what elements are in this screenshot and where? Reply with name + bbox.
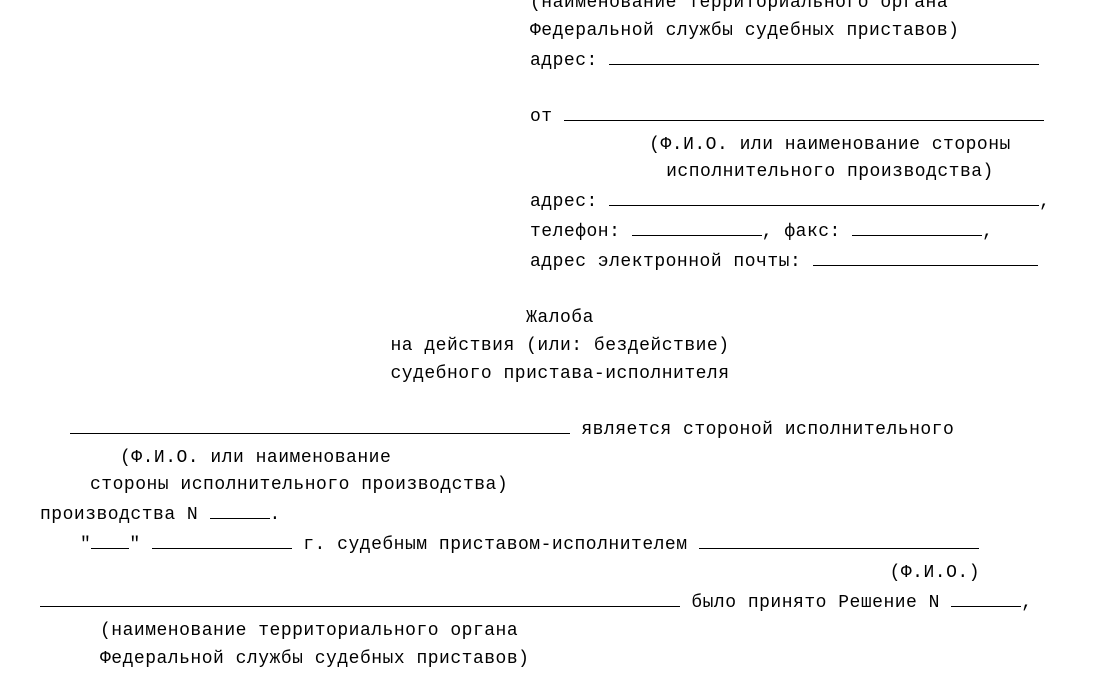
address-blank[interactable]	[609, 46, 1039, 65]
decision-line: было принято Решение N ,	[40, 588, 1080, 618]
party-hint-2: стороны исполнительного производства)	[90, 472, 1080, 500]
bailiff-name-blank[interactable]	[699, 530, 979, 549]
email-line: адрес электронной почты:	[530, 247, 1070, 277]
org-hint-2: Федеральной службы судебных приставов)	[530, 18, 1070, 46]
document-title: Жалоба на действия (или: бездействие) су…	[40, 305, 1080, 389]
recipient-address-line: адрес:	[530, 46, 1070, 76]
title-line-1: Жалоба	[40, 305, 1080, 333]
decision-text: было принято Решение N	[691, 593, 940, 613]
address2-blank[interactable]	[609, 187, 1039, 206]
date-bailiff-line: "" г. судебным приставом-исполнителем	[80, 530, 1080, 560]
party-line: является стороной исполнительного	[70, 415, 1080, 445]
sender-address-line: адрес: ,	[530, 187, 1070, 217]
bailiff-text: судебным приставом-исполнителем	[337, 535, 687, 555]
decision-number-blank[interactable]	[951, 588, 1021, 607]
from-hint-1: (Ф.И.О. или наименование стороны	[530, 132, 1070, 160]
from-label: от	[530, 107, 553, 127]
proceedings-number-blank[interactable]	[210, 500, 270, 519]
date-day-blank[interactable]	[91, 530, 129, 549]
year-label: г.	[303, 535, 326, 555]
date-month-blank[interactable]	[152, 530, 292, 549]
proceedings-label: производства N	[40, 505, 198, 525]
email-blank[interactable]	[813, 247, 1038, 266]
org-blank[interactable]	[40, 588, 680, 607]
title-line-3: судебного пристава-исполнителя	[40, 361, 1080, 389]
from-line: от	[530, 102, 1070, 132]
phone-fax-line: телефон: , факс: ,	[530, 217, 1070, 247]
proceedings-line: производства N .	[40, 500, 1080, 530]
address2-label: адрес:	[530, 192, 598, 212]
from-blank[interactable]	[564, 102, 1044, 121]
phone-label: телефон:	[530, 222, 620, 242]
title-line-2: на действия (или: бездействие)	[40, 333, 1080, 361]
fio-hint-small: (Ф.И.О.)	[40, 560, 980, 588]
phone-blank[interactable]	[632, 217, 762, 236]
address-label: адрес:	[530, 51, 598, 71]
org-hint-b2: Федеральной службы судебных приставов)	[100, 646, 1080, 674]
email-label: адрес электронной почты:	[530, 252, 801, 272]
org-hint-b1: (наименование территориального органа	[100, 618, 1080, 646]
fax-blank[interactable]	[852, 217, 982, 236]
document-body: является стороной исполнительного (Ф.И.О…	[40, 415, 1080, 674]
is-party-text: является стороной исполнительного	[581, 420, 954, 440]
recipient-block: (наименование территориального органа Фе…	[530, 0, 1070, 277]
party-hint-1: (Ф.И.О. или наименование	[120, 445, 1080, 473]
org-hint-1: (наименование территориального органа	[530, 0, 1070, 18]
fax-label: факс:	[784, 222, 841, 242]
from-hint-2: исполнительного производства)	[530, 159, 1070, 187]
party-name-blank[interactable]	[70, 415, 570, 434]
